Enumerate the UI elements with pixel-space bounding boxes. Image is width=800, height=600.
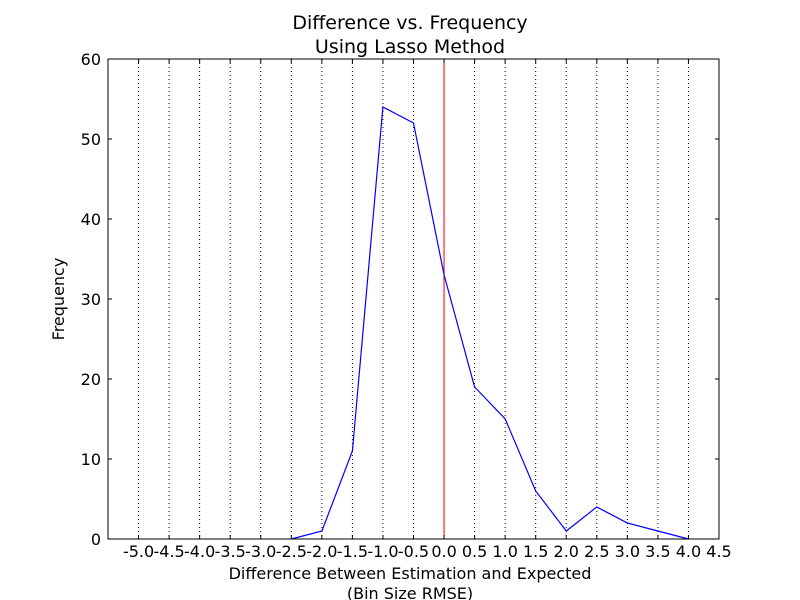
x-tick-label: 1.0 <box>492 542 517 561</box>
x-tick-label: -1.0 <box>367 542 398 561</box>
x-axis-label-line-1: Difference Between Estimation and Expect… <box>229 564 592 583</box>
x-tick-label: 2.5 <box>584 542 609 561</box>
y-tick-label: 60 <box>81 50 101 69</box>
x-tick-label: -3.0 <box>245 542 276 561</box>
x-tick-label: -5.0 <box>123 542 154 561</box>
x-tick-label: -0.5 <box>398 542 429 561</box>
y-tick-label: 30 <box>81 290 101 309</box>
x-tick-label: 0.5 <box>462 542 487 561</box>
y-tick-label: 0 <box>91 530 101 549</box>
y-tick-labels: 0 10 20 30 40 50 60 <box>81 50 101 549</box>
x-tick-label: -1.5 <box>337 542 368 561</box>
x-tick-label: 3.0 <box>615 542 640 561</box>
x-tick-label: 4.0 <box>676 542 701 561</box>
axis-ticks <box>108 58 720 540</box>
y-tick-label: 10 <box>81 450 101 469</box>
x-tick-label: 0.0 <box>431 542 456 561</box>
chart-title-line-2: Using Lasso Method <box>315 36 505 58</box>
x-tick-label: -3.5 <box>215 542 246 561</box>
chart-title-line-1: Difference vs. Frequency <box>292 12 527 34</box>
x-tick-label: 1.5 <box>523 542 548 561</box>
x-tick-label: 3.5 <box>645 542 670 561</box>
x-tick-label: -4.5 <box>153 542 184 561</box>
y-tick-label: 40 <box>81 210 101 229</box>
y-tick-label: 50 <box>81 130 101 149</box>
x-axis-label-line-2: (Bin Size RMSE) <box>347 584 473 600</box>
x-tick-label: -2.5 <box>276 542 307 561</box>
x-tick-label: 2.0 <box>554 542 579 561</box>
y-axis-label: Frequency <box>49 258 68 341</box>
x-tick-label: -2.0 <box>306 542 337 561</box>
frequency-series-line <box>291 106 689 540</box>
x-tick-label: 4.5 <box>706 542 731 561</box>
x-tick-labels: -5.0 -4.5 -4.0 -3.5 -3.0 -2.5 -2.0 -1.5 -1.0 -0.5… <box>123 542 732 561</box>
y-tick-label: 20 <box>81 370 101 389</box>
x-tick-label: -4.0 <box>184 542 215 561</box>
